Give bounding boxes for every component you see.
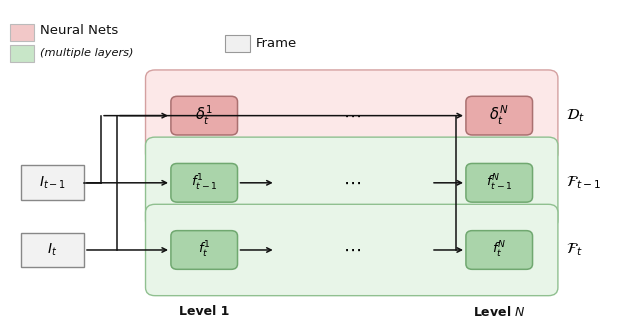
Text: Level 1: Level 1: [179, 305, 229, 318]
Text: $\mathcal{F}_t$: $\mathcal{F}_t$: [566, 242, 582, 258]
Text: $f_{t-1}^N$: $f_{t-1}^N$: [486, 173, 513, 193]
Text: Level $N$: Level $N$: [473, 305, 525, 319]
FancyBboxPatch shape: [171, 163, 237, 202]
Text: $I_t$: $I_t$: [47, 242, 58, 258]
Text: $I_{t-1}$: $I_{t-1}$: [39, 174, 66, 191]
Text: Frame: Frame: [255, 37, 296, 50]
FancyBboxPatch shape: [466, 231, 532, 269]
Text: $\mathcal{D}_t$: $\mathcal{D}_t$: [566, 107, 584, 124]
Bar: [20, 233, 84, 267]
Text: $f_{t-1}^1$: $f_{t-1}^1$: [191, 173, 218, 193]
Bar: [10, 24, 35, 41]
Text: $f_t^1$: $f_t^1$: [198, 240, 211, 260]
Text: Neural Nets: Neural Nets: [40, 24, 118, 37]
FancyBboxPatch shape: [145, 70, 558, 161]
Text: $f_t^N$: $f_t^N$: [492, 240, 506, 260]
Bar: [20, 165, 84, 200]
FancyBboxPatch shape: [145, 137, 558, 229]
Text: $\delta_t^1$: $\delta_t^1$: [195, 104, 213, 127]
Text: $\delta_t^N$: $\delta_t^N$: [490, 104, 509, 127]
Text: $\cdots$: $\cdots$: [343, 241, 361, 259]
FancyBboxPatch shape: [171, 231, 237, 269]
Bar: [10, 45, 35, 62]
FancyBboxPatch shape: [466, 96, 532, 135]
Text: $\cdots$: $\cdots$: [343, 107, 361, 125]
Bar: [225, 35, 250, 52]
FancyBboxPatch shape: [171, 96, 237, 135]
Text: (multiple layers): (multiple layers): [40, 48, 133, 58]
FancyBboxPatch shape: [145, 204, 558, 296]
Text: $\cdots$: $\cdots$: [343, 174, 361, 192]
Text: $\mathcal{F}_{t-1}$: $\mathcal{F}_{t-1}$: [566, 174, 600, 191]
FancyBboxPatch shape: [466, 163, 532, 202]
